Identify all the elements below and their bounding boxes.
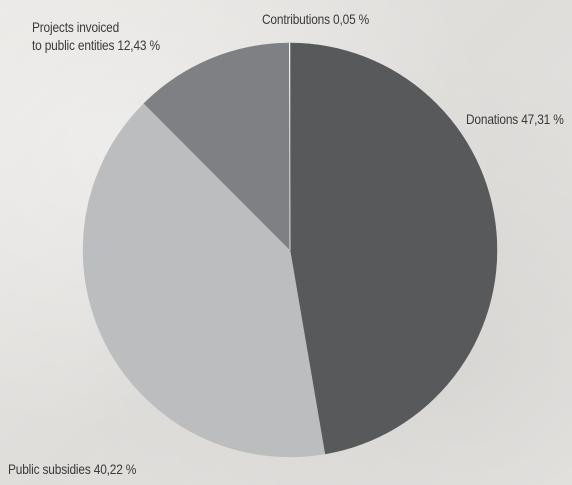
pie-slices	[82, 42, 498, 458]
label-contributions: Contributions 0,05 %	[262, 11, 370, 27]
slice-contributions	[289, 42, 291, 251]
label-projects-line2: to public entities 12,43 %	[32, 37, 160, 53]
label-donations: Donations 47,31 %	[466, 111, 564, 127]
slice-projects-invoiced	[143, 42, 291, 251]
slice-public-subsidies	[82, 103, 326, 458]
label-projects-invoiced: Projects invoiced to public entities 12,…	[32, 18, 160, 54]
slice-donations	[289, 42, 498, 455]
label-public-subsidies: Public subsidies 40,22 %	[8, 461, 137, 477]
label-projects-line1: Projects invoiced	[32, 19, 120, 35]
